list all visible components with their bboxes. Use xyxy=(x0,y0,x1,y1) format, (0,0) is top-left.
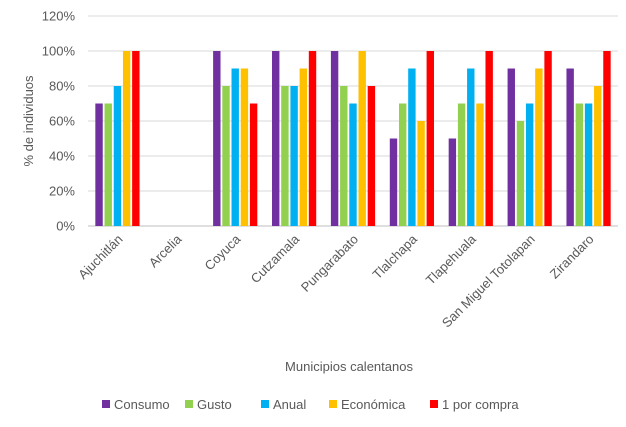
bar xyxy=(507,68,515,226)
legend-label: Gusto xyxy=(197,397,232,412)
bar xyxy=(566,68,574,226)
bar xyxy=(249,103,258,226)
bar xyxy=(349,103,357,226)
bar xyxy=(457,103,466,226)
x-tick-label: Ajuchitlán xyxy=(75,232,125,282)
bar xyxy=(448,138,457,226)
y-axis-title: % de individuos xyxy=(21,75,36,167)
bar xyxy=(408,68,416,226)
y-tick-label: 0% xyxy=(56,219,75,234)
bar xyxy=(367,86,376,226)
bar xyxy=(467,68,475,226)
y-tick-label: 40% xyxy=(49,149,75,164)
bar xyxy=(272,51,280,226)
bar xyxy=(575,103,584,226)
legend-item: 1 por compra xyxy=(430,397,519,412)
legend-item: Económica xyxy=(329,397,406,412)
bar xyxy=(132,51,140,226)
legend-label: Anual xyxy=(273,397,306,412)
x-tick-labels: Ajuchitlán Arcelia Coyuca CutzamalaPungarab… xyxy=(75,231,597,330)
legend-swatch xyxy=(261,400,269,408)
bar xyxy=(525,103,534,226)
bar xyxy=(594,86,602,226)
bar xyxy=(95,103,103,226)
bar xyxy=(104,103,112,226)
bar xyxy=(358,51,366,226)
legend-item: Anual xyxy=(261,397,306,412)
bar xyxy=(231,68,239,226)
y-tick-label: 60% xyxy=(49,114,75,129)
bar xyxy=(535,68,543,226)
legend-swatch xyxy=(102,400,110,408)
bar xyxy=(398,103,407,226)
legend-swatch xyxy=(329,400,337,408)
bar xyxy=(340,86,348,226)
legend-label: Económica xyxy=(341,397,406,412)
bar xyxy=(213,51,221,226)
legend-swatch xyxy=(430,400,438,408)
bar xyxy=(584,103,593,226)
bar xyxy=(122,51,131,226)
bar xyxy=(426,51,434,226)
y-tick-label: 80% xyxy=(49,79,75,94)
x-tick-label: Pungarabato xyxy=(298,232,361,295)
legend-item: Consumo xyxy=(102,397,170,412)
bar xyxy=(299,68,308,226)
legend-item: Gusto xyxy=(185,397,232,412)
bar xyxy=(222,86,230,226)
bar xyxy=(603,51,611,226)
bar xyxy=(281,86,289,226)
bar xyxy=(485,51,493,226)
y-tick-labels: 0% 20% 40% 60% 80% 100% 120% xyxy=(42,9,76,234)
bar xyxy=(290,86,298,226)
bars xyxy=(95,51,611,226)
x-axis-title: Municipios calentanos xyxy=(285,359,413,374)
y-tick-label: 100% xyxy=(42,44,76,59)
bar xyxy=(417,121,425,226)
y-tick-label: 20% xyxy=(49,184,75,199)
bar xyxy=(389,138,398,226)
x-tick-label: Zirandaro xyxy=(547,232,597,282)
bar xyxy=(308,51,317,226)
x-tick-label: Tlalchapa xyxy=(370,231,421,282)
bar xyxy=(516,121,525,226)
bar xyxy=(476,103,484,226)
bar xyxy=(113,86,122,226)
legend: Consumo Gusto Anual Económica 1 por compra xyxy=(102,397,519,412)
legend-swatch xyxy=(185,400,193,408)
bar xyxy=(240,68,249,226)
y-tick-label: 120% xyxy=(42,9,76,24)
legend-label: Consumo xyxy=(114,397,170,412)
x-tick-label: Cutzamala xyxy=(248,231,303,286)
bar xyxy=(330,51,339,226)
x-tick-label: Coyuca xyxy=(202,231,244,273)
bar xyxy=(544,51,552,226)
x-tick-label: Tlapehuala xyxy=(423,231,480,288)
x-tick-label: Arcelia xyxy=(146,231,185,270)
legend-label: 1 por compra xyxy=(442,397,519,412)
